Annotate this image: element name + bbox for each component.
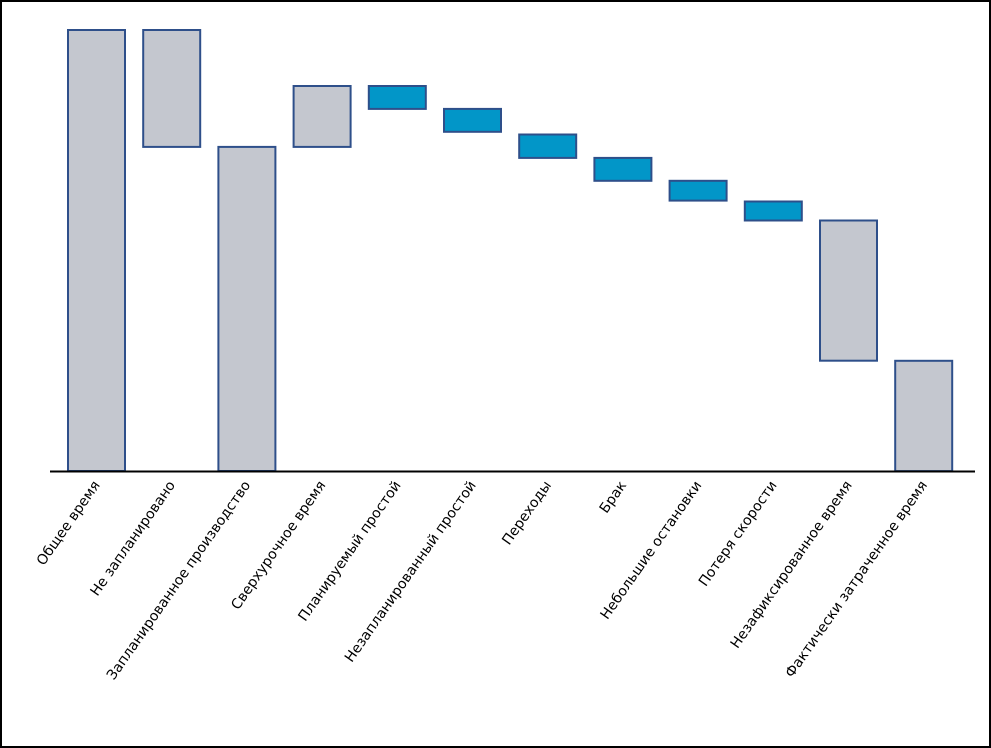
waterfall-bar-6 [443, 107, 502, 133]
category-label-7: Переходы [499, 478, 555, 548]
category-label-6: Незапланированный простой [342, 478, 480, 665]
waterfall-bar-2 [142, 29, 202, 148]
bars-group [67, 29, 954, 473]
category-label-11: Незафиксированное время [728, 478, 856, 651]
category-label-12: Фактически затраченное время [782, 478, 931, 681]
category-label-2: Не запланировано [88, 478, 179, 599]
waterfall-bar-8 [593, 156, 653, 182]
category-label-8: Брак [597, 478, 630, 516]
waterfall-bar-9 [668, 179, 728, 202]
waterfall-bar-7 [518, 133, 578, 159]
waterfall-bar-11 [819, 219, 878, 362]
waterfall-bar-3 [217, 145, 277, 472]
waterfall-bar-12 [894, 359, 954, 473]
waterfall-bar-4 [292, 85, 352, 148]
waterfall-bar-10 [743, 200, 803, 222]
waterfall-bar-5 [367, 85, 427, 110]
waterfall-bar-1 [67, 29, 126, 472]
category-label-3: Запланированное производство [104, 478, 254, 683]
category-label-1: Общее время [34, 478, 104, 568]
category-label-10: Потеря скорости [696, 478, 781, 589]
